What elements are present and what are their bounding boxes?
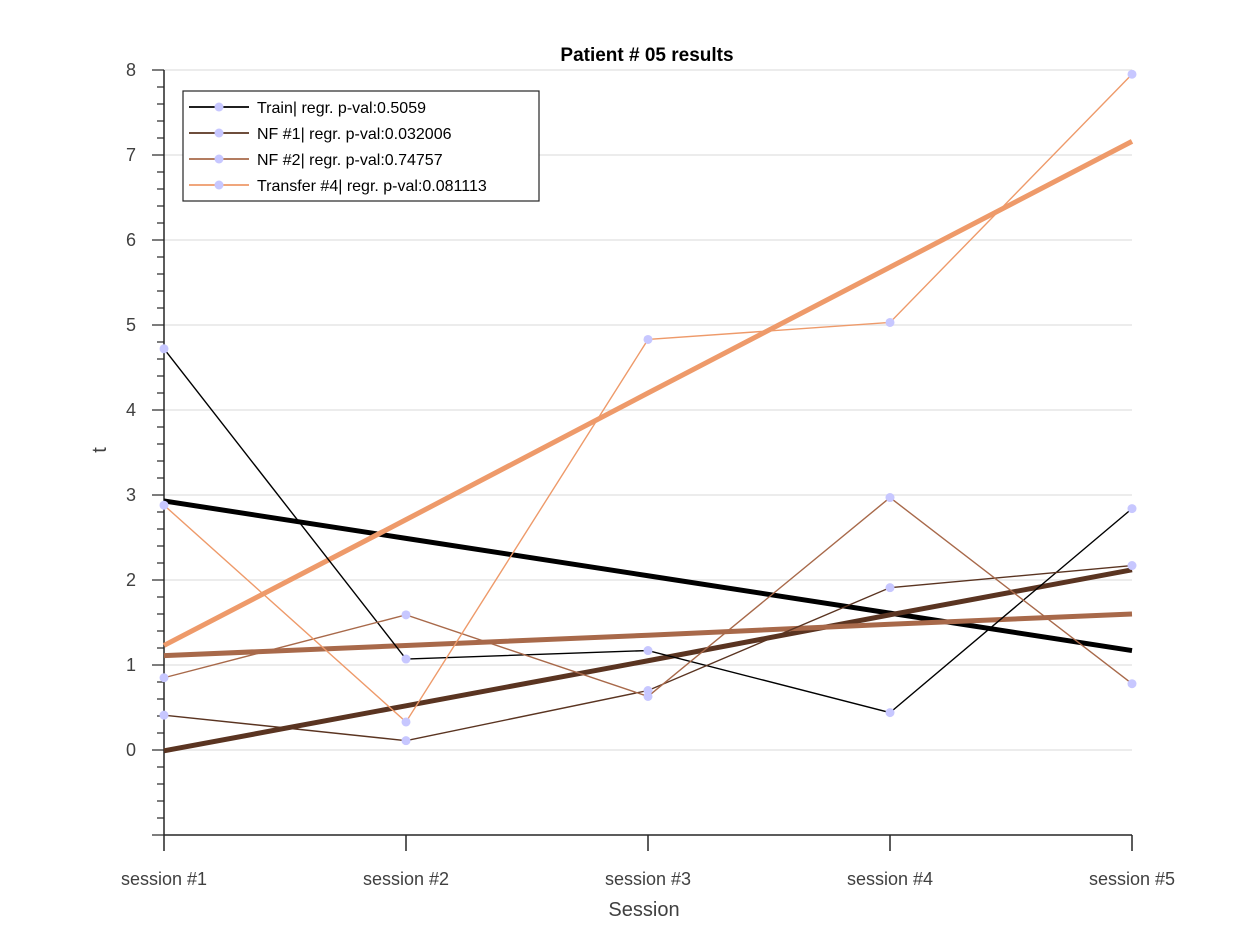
y-tick-label: 2 [126,570,136,590]
legend-marker [214,154,224,164]
legend-label[interactable]: Transfer #4| regr. p-val:0.081113 [257,178,487,195]
regression-line [162,139,1134,648]
y-tick-label: 8 [126,60,136,80]
data-point [1127,679,1137,689]
regression-line [163,567,1133,754]
data-point [159,673,169,683]
data-point [885,708,895,718]
data-point [401,654,411,664]
data-point [401,717,411,727]
data-point [1127,69,1137,79]
data-point [885,493,895,503]
data-point [1127,561,1137,571]
legend-marker [214,128,224,138]
data-point [159,710,169,720]
x-tick-label: session #3 [605,869,691,889]
legend-marker [214,180,224,190]
y-tick-label: 0 [126,740,136,760]
x-axis-title: Session [608,899,679,921]
legend[interactable]: Train| regr. p-val:0.5059 NF #1| regr. p-… [182,90,540,202]
y-tick-label: 1 [126,655,136,675]
legend-box [182,90,540,202]
legend-label[interactable]: NF #1| regr. p-val:0.032006 [257,126,452,143]
y-tick-label: 6 [126,230,136,250]
regression-line [163,498,1133,654]
y-tick-label: 7 [126,145,136,165]
data-point [643,334,653,344]
x-tick-label: session #1 [121,869,207,889]
chart-title: Patient # 05 results [560,45,733,66]
legend-label[interactable]: Train| regr. p-val:0.5059 [257,100,426,117]
x-tick-label: session #5 [1089,869,1175,889]
data-point [885,317,895,327]
y-tick-label: 3 [126,485,136,505]
data-point [643,691,653,701]
legend-label[interactable]: NF #2| regr. p-val:0.74757 [257,152,443,169]
y-axis-title: t [89,447,111,453]
data-point [1127,504,1137,514]
legend-marker [214,102,224,112]
data-point [885,583,895,593]
x-axis-ticks: session #1 session #2 session #3 session #4… [121,835,1175,889]
data-point [159,344,169,354]
x-tick-label: session #4 [847,869,933,889]
y-tick-label: 5 [126,315,136,335]
data-point [401,736,411,746]
data-point [159,500,169,510]
data-point [401,610,411,620]
x-tick-label: session #2 [363,869,449,889]
y-tick-label: 4 [126,400,136,420]
data-point [643,646,653,656]
data-series [159,69,1137,746]
y-axis-ticks: 0 1 2 3 4 5 6 7 8 [126,60,164,836]
